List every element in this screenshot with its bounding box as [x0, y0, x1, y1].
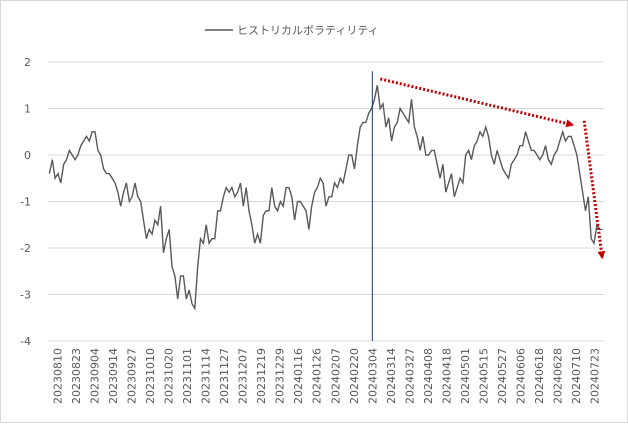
y-axis-tick-labels: 2 1 0 -1 -2 -3 -4 [20, 56, 31, 348]
x-tick-label: 20240304 [366, 348, 379, 404]
series-line-historical-volatility [48, 85, 603, 311]
x-tick-label: 20240207 [329, 348, 342, 404]
annotation-dotted-arrow [582, 120, 606, 260]
x-tick-label: 20240327 [403, 348, 416, 404]
y-tick-label: 2 [24, 56, 31, 69]
x-tick-label: 20230823 [70, 348, 83, 404]
x-tick-label: 20231101 [181, 348, 194, 404]
x-tick-label: 20231010 [144, 348, 157, 404]
x-tick-label: 20240126 [311, 348, 324, 404]
x-axis-tick-labels: 20230810 20230823 20230904 20230914 20230927… [51, 348, 601, 404]
x-tick-label: 20231127 [218, 348, 231, 404]
x-tick-label: 20231114 [200, 348, 213, 404]
x-tick-label: 20240606 [515, 348, 528, 404]
x-tick-label: 20240515 [478, 348, 491, 404]
x-tick-label: 20240408 [422, 348, 435, 404]
y-tick-label: -3 [20, 289, 31, 302]
x-tick-label: 20231219 [255, 348, 268, 404]
legend-label: ヒストリカルボラティリティ [237, 24, 379, 37]
y-tick-label: -4 [20, 335, 31, 348]
x-tick-label: 20230927 [125, 348, 138, 404]
y-tick-label: -1 [20, 196, 31, 209]
x-tick-label: 20240527 [496, 348, 509, 404]
x-tick-label: 20240618 [533, 348, 546, 404]
x-tick-label: 20240628 [552, 348, 565, 404]
x-tick-label: 20240314 [385, 348, 398, 404]
x-tick-label: 20230810 [51, 348, 64, 404]
annotations-group [371, 71, 606, 341]
series-group [48, 85, 603, 311]
x-tick-label: 20231229 [274, 348, 287, 404]
x-tick-label: 20230914 [107, 348, 120, 404]
y-tick-label: -2 [20, 242, 31, 255]
x-tick-label: 20231020 [162, 348, 175, 404]
x-tick-label: 20230904 [88, 348, 101, 404]
x-tick-label: 20240501 [459, 348, 472, 404]
x-tick-label: 20240710 [570, 348, 583, 404]
x-tick-label: 20231207 [237, 348, 250, 404]
x-tick-label: 20240723 [589, 348, 602, 404]
y-tick-label: 0 [24, 149, 31, 162]
x-tick-label: 20240418 [440, 348, 453, 404]
y-tick-label: 1 [24, 103, 31, 116]
annotation-dotted-arrow [379, 77, 575, 128]
legend: ヒストリカルボラティリティ [205, 24, 379, 37]
x-tick-label: 20240116 [292, 348, 305, 404]
x-tick-label: 20240220 [348, 348, 361, 404]
